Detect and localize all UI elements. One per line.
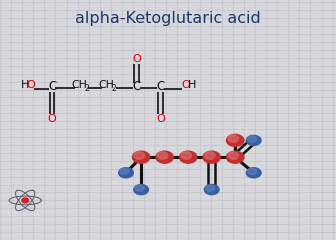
Circle shape	[248, 168, 256, 174]
Circle shape	[228, 152, 239, 159]
Circle shape	[226, 134, 245, 147]
Circle shape	[246, 135, 262, 146]
Circle shape	[134, 152, 144, 159]
Text: C: C	[157, 80, 165, 93]
Text: 2: 2	[84, 84, 89, 93]
Text: alpha-Ketoglutaric acid: alpha-Ketoglutaric acid	[75, 11, 261, 26]
Text: H: H	[21, 80, 29, 90]
Text: O: O	[48, 114, 56, 124]
Circle shape	[204, 184, 220, 195]
Circle shape	[228, 135, 239, 142]
Text: C: C	[48, 80, 56, 93]
Circle shape	[248, 136, 256, 142]
Circle shape	[181, 152, 192, 159]
Text: H: H	[188, 80, 196, 90]
Circle shape	[133, 184, 149, 195]
Circle shape	[179, 150, 198, 164]
Text: CH: CH	[98, 80, 115, 90]
Circle shape	[226, 150, 245, 164]
Text: O: O	[156, 114, 165, 124]
Text: 2: 2	[112, 84, 117, 93]
Circle shape	[22, 198, 29, 203]
Circle shape	[132, 150, 151, 164]
Circle shape	[246, 167, 262, 179]
Circle shape	[120, 168, 129, 174]
Circle shape	[206, 185, 214, 191]
Text: CH: CH	[71, 80, 87, 90]
Circle shape	[155, 150, 174, 164]
Text: O: O	[27, 80, 36, 90]
Circle shape	[205, 152, 215, 159]
Circle shape	[158, 152, 168, 159]
Circle shape	[118, 167, 134, 179]
Text: O: O	[132, 54, 141, 64]
Text: O: O	[182, 80, 191, 90]
Text: C: C	[133, 80, 141, 93]
Circle shape	[202, 150, 221, 164]
Circle shape	[135, 185, 144, 191]
